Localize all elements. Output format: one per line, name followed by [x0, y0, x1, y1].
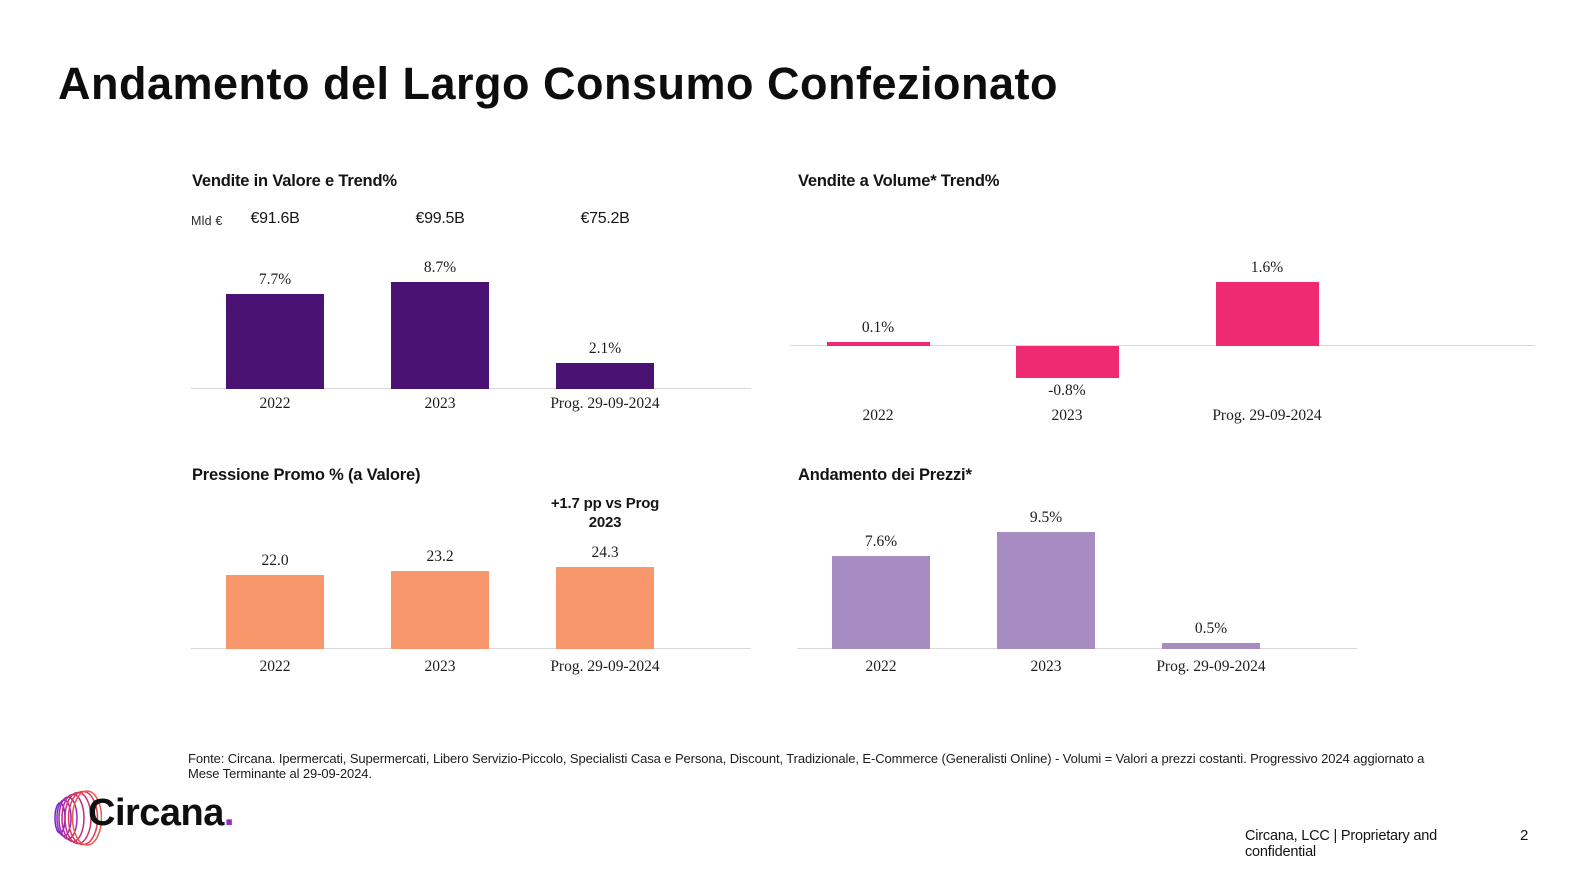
value-label: 1.6% [1250, 259, 1284, 276]
bar-Prog. 29-09-2024 [1162, 642, 1260, 649]
value-label: 7.6% [864, 532, 898, 550]
bar-2022 [226, 294, 324, 389]
top-value-label: €75.2B [580, 210, 630, 227]
category-label: 2023 [424, 395, 456, 412]
value-label: 9.5% [1029, 509, 1063, 527]
value-label: 22.0 [261, 552, 289, 570]
bar-Prog. 29-09-2024 [556, 363, 654, 389]
category-label: Prog. 29-09-2024 [550, 395, 660, 412]
page-title: Andamento del Largo Consumo Confezionato [58, 58, 1058, 109]
category-label: Prog. 29-09-2024 [1212, 407, 1322, 424]
top-value-label: €99.5B [415, 210, 465, 227]
chart-title: Vendite in Valore e Trend% [192, 172, 397, 190]
chart-andamento-prezzi: Andamento dei Prezzi* 7.6% 2022 9.5% 2023 0.… [797, 466, 1557, 756]
value-label: 0.5% [1194, 619, 1228, 637]
chart-title: Vendite a Volume* Trend% [798, 172, 1000, 190]
value-label: -0.8% [1048, 382, 1086, 399]
value-label: 23.2 [426, 548, 454, 566]
value-label: 0.1% [861, 319, 895, 336]
confidentiality-note: Circana, LCC | Proprietary and confident… [1245, 828, 1437, 860]
bar-2023 [1015, 346, 1119, 378]
bar-2023 [997, 532, 1095, 649]
category-label: 2023 [1030, 658, 1062, 675]
bar-Prog. 29-09-2024 [1215, 282, 1319, 346]
category-label: 2023 [1051, 407, 1083, 424]
value-label: 2.1% [588, 340, 622, 358]
bar-2022 [832, 555, 930, 649]
category-label: Prog. 29-09-2024 [550, 658, 660, 675]
bar-2023 [391, 571, 489, 649]
chart-pressione-promo: Pressione Promo % (a Valore) +1.7 pp vs … [191, 466, 951, 756]
chart-title: Pressione Promo % (a Valore) [192, 466, 421, 484]
plot-area: 22.0 2022 23.2 2023 24.3 Prog. 29-09-2024 [191, 544, 751, 675]
bar-2022 [226, 575, 324, 649]
value-label: 8.7% [423, 259, 457, 276]
category-label: 2023 [424, 658, 456, 675]
category-label: 2022 [259, 395, 291, 412]
value-label: 7.7% [258, 271, 292, 289]
bar-2023 [391, 281, 489, 389]
unit-label: Mld € [191, 214, 223, 228]
category-label: 2022 [259, 658, 291, 675]
category-label: Prog. 29-09-2024 [1156, 658, 1266, 675]
plot-area: 7.6% 2022 9.5% 2023 0.5% Prog. 29-09-2024 [797, 509, 1357, 675]
annotation-vs-prog: +1.7 pp vs Prog 2023 [550, 495, 660, 531]
circana-logo-text: Circana. [88, 792, 235, 834]
chart-title: Andamento dei Prezzi* [798, 466, 972, 484]
bar-2022 [826, 342, 930, 346]
chart-vendite-volume: Vendite a Volume* Trend% 0.1% 2022 -0.8% 20… [790, 172, 1550, 462]
top-value-label: €91.6B [250, 210, 300, 227]
category-label: 2022 [862, 407, 894, 424]
value-label: 24.3 [591, 544, 619, 562]
page-number: 2 [1520, 827, 1529, 844]
chart-vendite-valore: Vendite in Valore e Trend% Mld € 7.7% 202… [191, 172, 951, 462]
bar-Prog. 29-09-2024 [556, 567, 654, 649]
axis-line [790, 345, 1535, 346]
circana-logo-dot: . [223, 792, 235, 834]
category-label: 2022 [865, 658, 897, 675]
circana-logo-mark-icon [54, 790, 102, 846]
source-note: Fonte: Circana. Ipermercati, Supermercat… [188, 751, 1425, 782]
plot-area: 0.1% 2022 -0.8% 2023 1.6% Prog. 29-09-2024 [790, 259, 1535, 424]
plot-area: 7.7% 2022 8.7% 2023 2.1% Prog. 29-09-2024 [191, 259, 751, 412]
